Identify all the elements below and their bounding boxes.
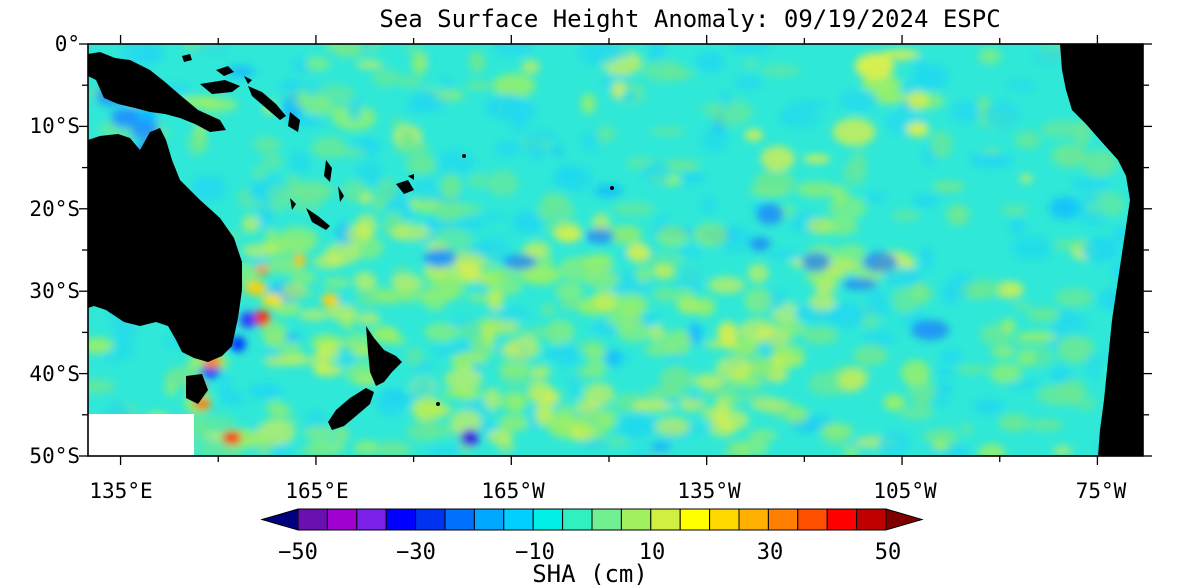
new-guinea [88,52,226,132]
lon-label: 135°W [677,479,741,503]
solomon-islands [248,86,286,120]
colorbar-max-arrow [885,508,924,531]
lon-label: 165°W [481,479,545,503]
colorbar [260,508,924,531]
australia [88,128,242,362]
colorbar-tick-label: −50 [278,540,318,565]
colorbar-swatch [767,508,799,531]
lat-label: 0° [55,32,80,56]
colorbar-title: SHA (cm) [532,560,648,588]
colorbar-swatch [503,508,534,531]
fiji [396,180,414,194]
lon-label: 165°E [285,479,348,503]
colorbar-swatch [415,508,446,531]
latitude-labels: 0° 10°S 20°S 30°S 40°S 50°S [29,32,80,468]
lat-label: 30°S [29,279,80,303]
colorbar-tick-label: −30 [396,540,436,565]
sha-field [88,44,1143,456]
lat-label: 40°S [29,362,80,386]
colorbar-swatch [826,508,858,531]
colorbar-tick-label: 50 [875,540,902,565]
frame-ticks [79,35,1152,465]
no-data-region [88,414,194,456]
colorbar-swatch [356,508,387,531]
colorbar-swatch [797,508,828,531]
new-zealand-north [366,326,402,386]
lat-label: 20°S [29,197,80,221]
colorbar-min-arrow [260,508,299,531]
colorbar-swatch [444,508,475,531]
colorbar-tick-label: 30 [757,540,784,565]
map-title: Sea Surface Height Anomaly: 09/19/2024 E… [379,5,1000,33]
colorbar-swatch [591,508,622,531]
lat-label: 10°S [29,114,80,138]
tasmania [186,374,208,404]
new-caledonia [306,208,330,230]
colorbar-swatch [385,508,417,531]
new-britain [200,80,240,94]
lat-label: 50°S [29,444,80,468]
new-zealand-south [328,388,374,430]
south-america [1060,44,1143,456]
colorbar-swatch [856,508,887,531]
colorbar-swatch [738,508,769,531]
colorbar-swatch [532,508,564,531]
colorbar-tick-labels: −50 −30 −10 10 30 50 [278,540,901,565]
colorbar-swatch [562,508,593,531]
colorbar-swatch [297,508,328,531]
colorbar-swatch [679,508,711,531]
longitude-labels: 135°E 165°E 165°W 135°W 105°W 75°W [89,479,1126,503]
lon-label: 75°W [1076,479,1127,503]
land-masses [88,44,1143,456]
colorbar-swatch [650,508,681,531]
lon-label: 105°W [873,479,937,503]
colorbar-tick-label: 10 [639,540,666,565]
colorbar-swatch [473,508,505,531]
lon-label: 135°E [89,479,152,503]
colorbar-swatch [709,508,740,531]
colorbar-swatch [326,508,358,531]
colorbar-tick-label: −10 [515,540,555,565]
colorbar-swatch [620,508,652,531]
